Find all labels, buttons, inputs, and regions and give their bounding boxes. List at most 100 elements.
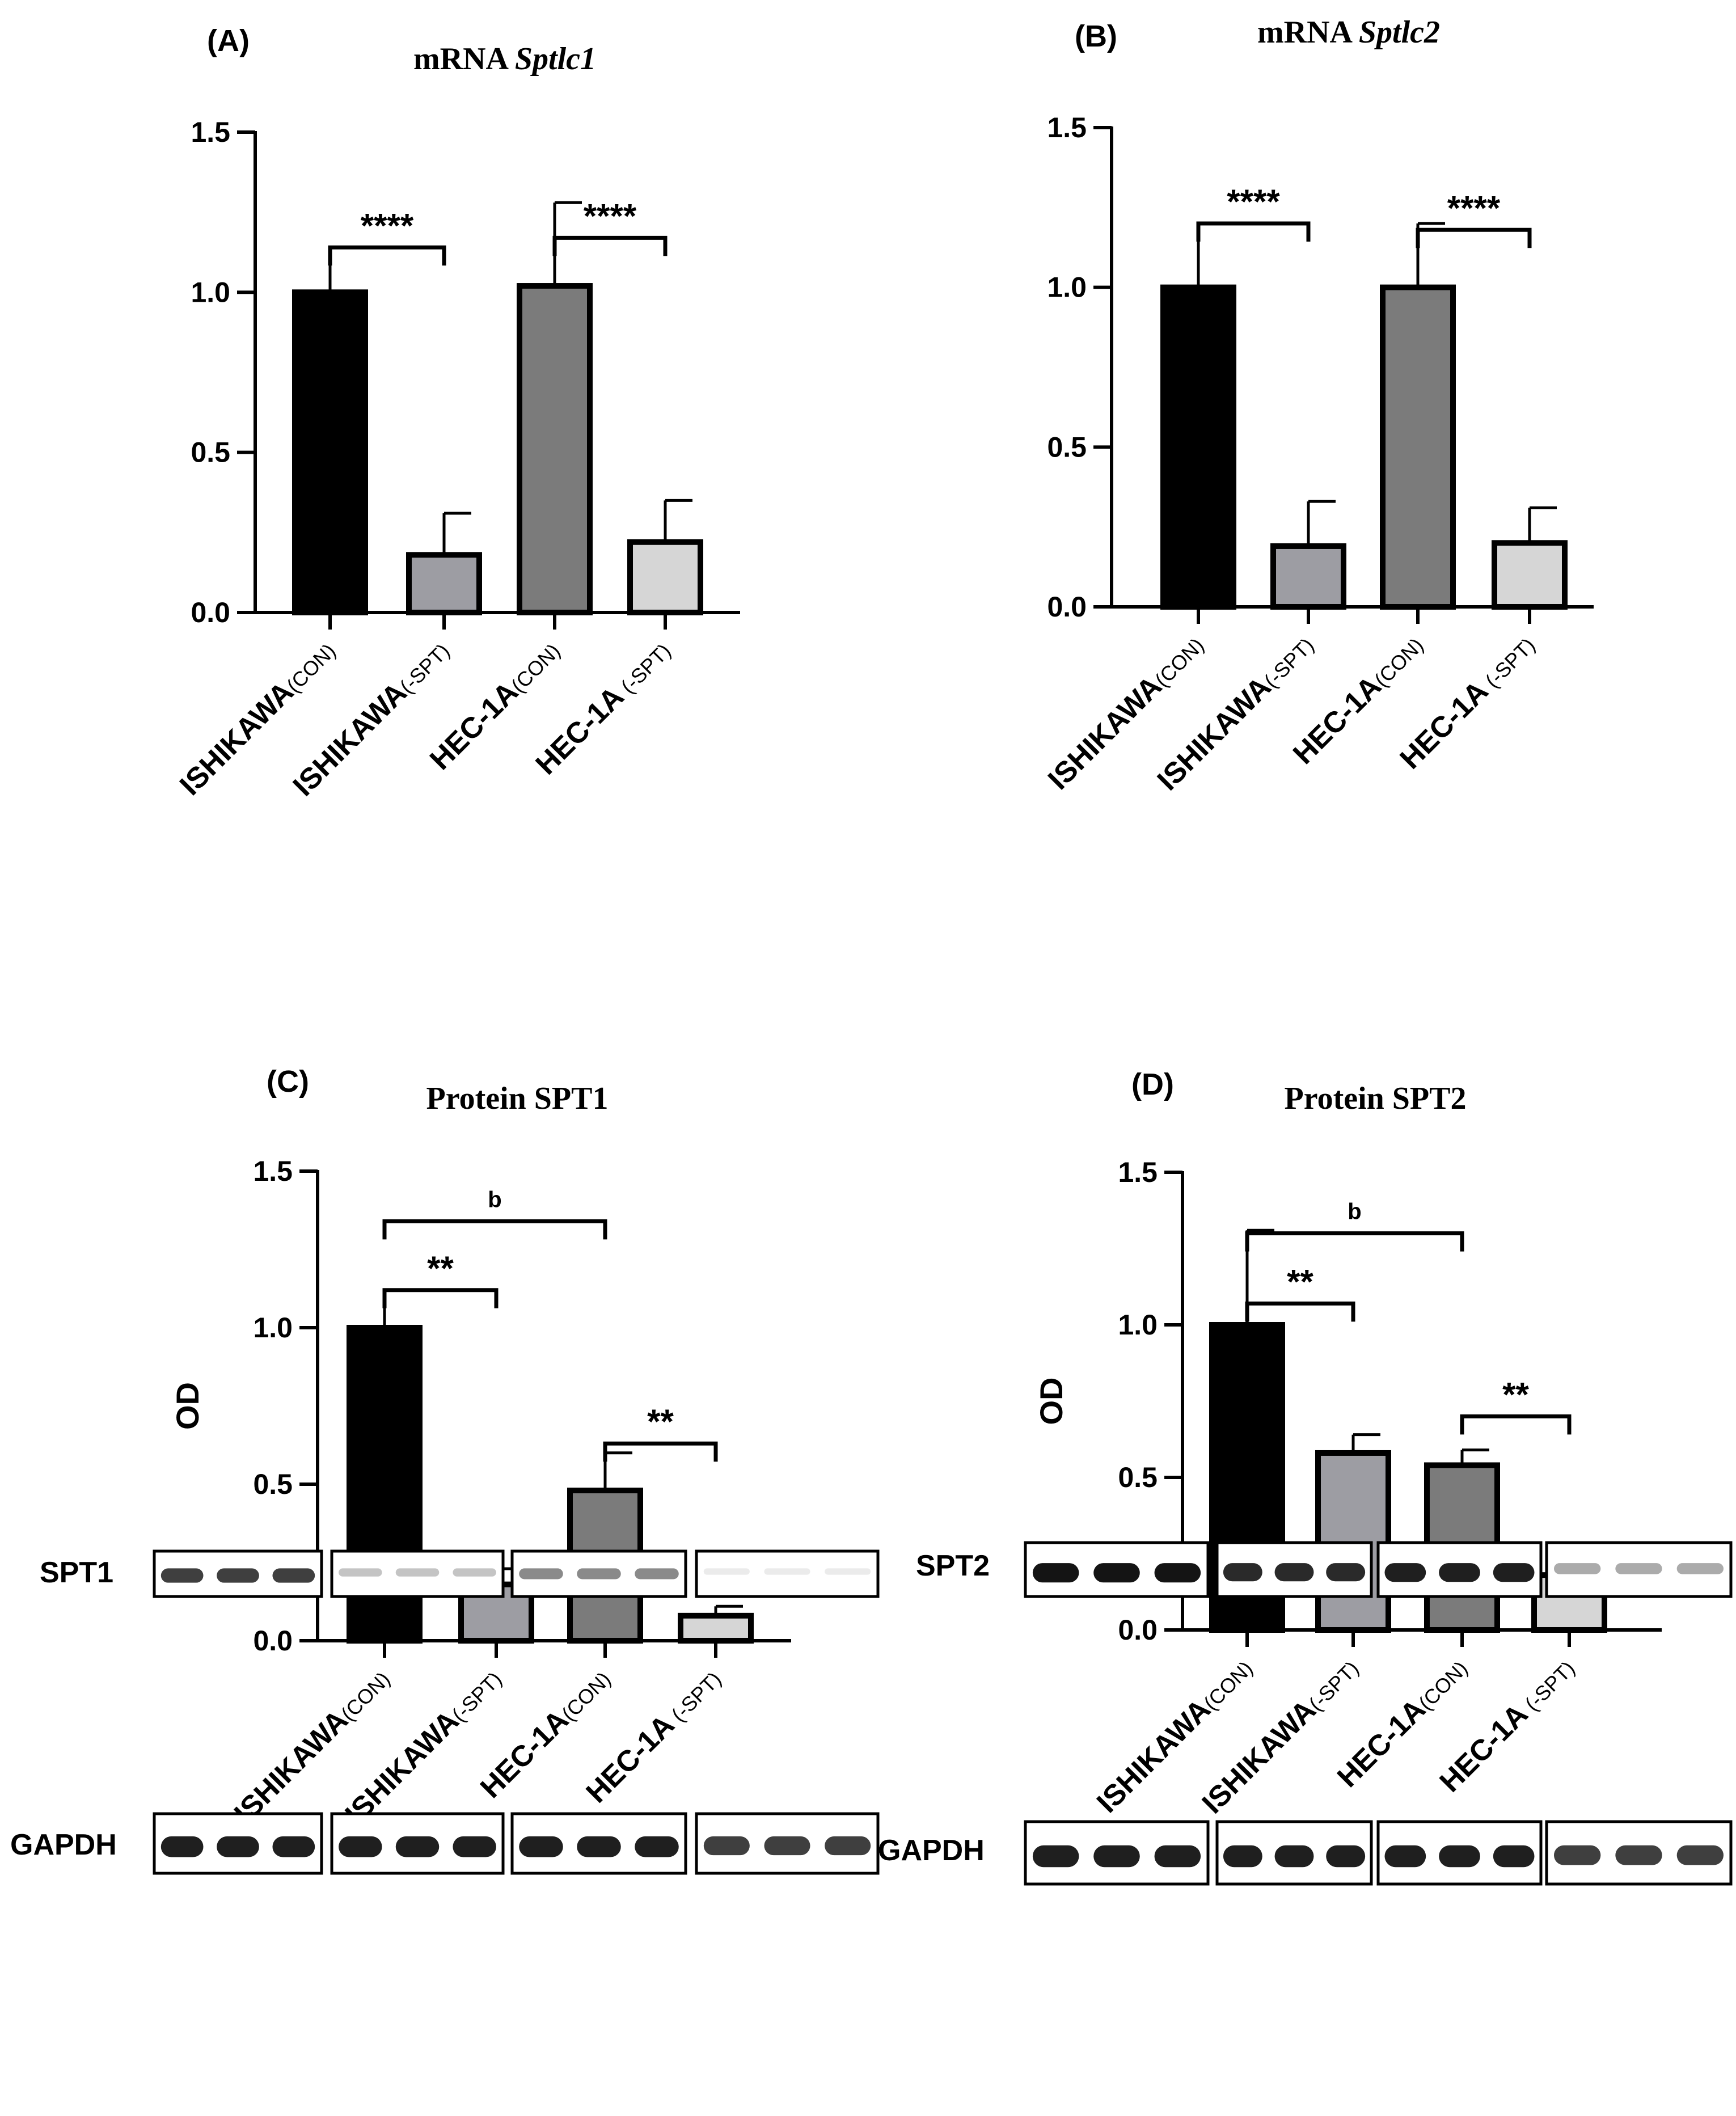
panel-a-title: mRNA Sptlc1 [413, 41, 596, 77]
blot-band [1615, 1845, 1662, 1865]
panel-c-title-plain: Protein SPT1 [426, 1081, 609, 1116]
significance-bracket [1245, 1231, 1464, 1252]
panel-d: (D) Protein SPT2 0.00.51.01.5ODISHIKAWA(… [1033, 1067, 1662, 1820]
gapdh-left-blot-lane-group [510, 1812, 687, 1875]
panel-c: (C) Protein SPT1 0.00.51.01.5ODISHIKAWA(… [170, 1065, 791, 1831]
blot-band [577, 1836, 621, 1857]
blot-band [577, 1568, 621, 1579]
bar [1380, 284, 1456, 610]
panel-c-label: (C) [267, 1065, 309, 1099]
bar [627, 539, 703, 615]
blot-band [703, 1836, 750, 1856]
category-label-sub: (CON) [557, 1667, 615, 1726]
y-tick-label: 1.5 [191, 116, 230, 148]
spt2-blot-lane-group [1376, 1541, 1543, 1598]
significance-label: **** [361, 206, 414, 244]
spt2-blot-lane-group [1215, 1541, 1373, 1598]
significance-label: **** [1227, 183, 1280, 221]
significance-label: b [488, 1187, 501, 1212]
category-label-sub: (-SPT) [1304, 1657, 1363, 1716]
y-tick-label: 0.5 [1118, 1462, 1158, 1493]
category-label-sub: (-SPT) [1517, 1657, 1579, 1720]
category-label-sub: (CON) [282, 639, 340, 698]
blot-band [1384, 1563, 1426, 1582]
category-label-sub: (-SPT) [613, 639, 675, 702]
blot-band [217, 1568, 259, 1583]
category-label-sub: (-SPT) [1260, 633, 1319, 692]
panel-a: (A) mRNA Sptlc1 0.00.51.01.5ISHIKAWA(CON… [174, 24, 740, 803]
category-label-main: ISHIKAWA [1091, 1693, 1217, 1819]
y-tick-label: 1.0 [253, 1312, 293, 1344]
gapdh-right-blot-lane-group [1215, 1820, 1373, 1886]
spt2-row-label: SPT2 [916, 1549, 990, 1582]
bar [1492, 540, 1568, 610]
category-label-sub: (-SPT) [395, 639, 454, 698]
y-tick-label: 1.5 [1047, 112, 1087, 143]
panel-c-plot: 0.00.51.01.5ODISHIKAWA(CON)ISHIKAWA(-SPT… [170, 1155, 791, 1831]
significance-bracket [382, 1219, 607, 1240]
blot-band [1223, 1563, 1262, 1582]
y-tick-label: 1.5 [253, 1155, 293, 1187]
blot-band [1384, 1845, 1426, 1868]
blot-band [1676, 1563, 1724, 1574]
blot-band [1326, 1563, 1366, 1582]
blot-band [519, 1836, 563, 1857]
blot-band [339, 1836, 382, 1857]
category-label-sub: (CON) [1199, 1657, 1257, 1715]
blot-band [1032, 1845, 1079, 1868]
blot-band [160, 1836, 204, 1857]
blot-images [153, 1541, 1733, 1886]
blot-band [453, 1568, 496, 1577]
y-tick-label: 0.0 [1047, 591, 1087, 623]
significance-bracket [382, 1288, 499, 1308]
blot-band [1154, 1845, 1201, 1868]
significance-label: b [1348, 1200, 1361, 1224]
blot-band [1554, 1845, 1601, 1865]
category-label-main: HEC-1A [580, 1708, 681, 1809]
y-axis-label: OD [170, 1382, 205, 1430]
category-label-main: HEC-1A [1394, 674, 1495, 775]
y-tick-label: 1.0 [1047, 272, 1087, 303]
category-label-main: HEC-1A [1287, 670, 1388, 771]
spt1-blot-lane-group [510, 1549, 687, 1598]
category-label-sub: (CON) [336, 1667, 395, 1726]
blot-band [1439, 1563, 1480, 1582]
panel-d-label: (D) [1131, 1067, 1174, 1101]
category-label-main: ISHIKAWA [1042, 670, 1168, 796]
bar [1160, 284, 1236, 610]
y-tick-label: 0.5 [191, 437, 230, 468]
significance-bracket [1416, 227, 1532, 248]
spt1-row-label: SPT1 [40, 1556, 113, 1589]
blot-band [339, 1568, 382, 1577]
panel-b: (B) mRNA Sptlc2 0.00.51.01.5ISHIKAWA(CON… [1042, 15, 1594, 797]
category-label-main: HEC-1A [530, 680, 631, 781]
blot-band [825, 1836, 871, 1856]
blot-band [1032, 1563, 1079, 1583]
spt2-blot-lane-group [1024, 1541, 1210, 1598]
gapdh-right-blot-lane-group [1545, 1820, 1733, 1886]
significance-label: ** [647, 1403, 674, 1441]
blot-band [703, 1568, 750, 1575]
blot-band [1274, 1563, 1314, 1582]
category-label-main: HEC-1A [424, 675, 525, 776]
panel-a-label: (A) [207, 24, 250, 58]
western-blots: SPT1 GAPDH SPT2 GAPDH [10, 1541, 1733, 1886]
panel-b-title-italic: Sptlc2 [1359, 15, 1440, 50]
category-label-sub: (CON) [1370, 633, 1428, 692]
blot-band [1493, 1563, 1535, 1582]
gapdh-right-blot-lane-group [1376, 1820, 1543, 1886]
panel-b-label: (B) [1075, 19, 1117, 53]
y-tick-label: 1.0 [191, 276, 230, 308]
blot-band [1439, 1845, 1480, 1868]
blot-band [764, 1568, 810, 1575]
category-label-main: HEC-1A [1331, 1693, 1432, 1794]
blot-band [1554, 1563, 1601, 1574]
y-tick-label: 1.5 [1118, 1156, 1158, 1188]
blot-band [272, 1836, 315, 1857]
category-label-sub: (-SPT) [1477, 633, 1540, 696]
category-label-sub: (-SPT) [447, 1667, 506, 1726]
significance-bracket [1196, 221, 1311, 242]
gapdh-left-blot-lane-group [330, 1812, 505, 1875]
y-tick-label: 0.5 [1047, 431, 1087, 463]
